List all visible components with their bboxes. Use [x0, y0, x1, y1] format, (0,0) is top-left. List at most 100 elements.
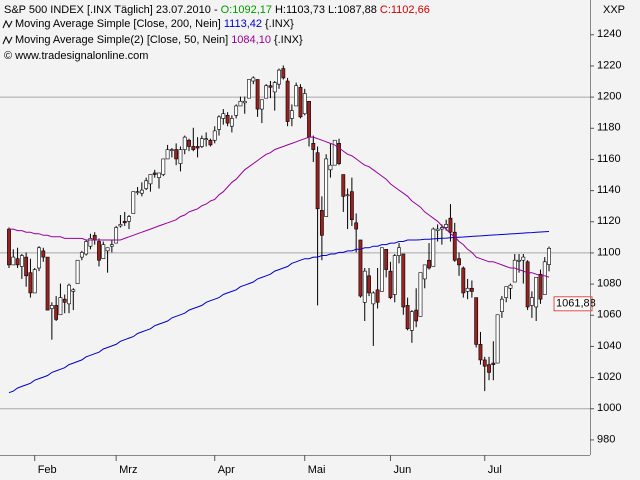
candle-body	[499, 298, 504, 312]
candle-body	[302, 93, 307, 115]
candle-body	[191, 146, 196, 150]
candle-body	[341, 174, 346, 197]
candle-body	[255, 79, 260, 110]
copyright: © www.tradesignalonline.com	[4, 50, 148, 62]
candle-body	[174, 149, 179, 160]
candle-body	[315, 152, 320, 210]
y-tick-label: 1020	[597, 371, 621, 383]
candle-body	[41, 250, 46, 258]
candle-body	[178, 149, 183, 164]
candle-body	[495, 314, 500, 364]
symbol-label: XXP	[603, 4, 625, 16]
candle-body	[285, 80, 290, 122]
candle-body	[208, 139, 213, 146]
y-tick-label: 1100	[597, 246, 621, 258]
candle-body	[7, 228, 11, 266]
candle-body	[358, 239, 363, 297]
candle-body	[277, 69, 281, 85]
candle-body	[187, 139, 191, 147]
candle-body	[525, 261, 530, 308]
y-tick-label: 1240	[597, 28, 621, 40]
candle-body	[144, 180, 149, 189]
candle-body	[534, 277, 539, 308]
candle-body	[127, 216, 131, 222]
candle-body	[521, 256, 526, 261]
legend-source: {.INX}	[265, 18, 294, 30]
candle-body	[311, 143, 316, 150]
candle-body	[405, 305, 410, 330]
x-tick-label: Apr	[218, 464, 235, 476]
y-tick-label: 1040	[597, 340, 621, 352]
candle-body	[307, 100, 311, 138]
candle-body	[157, 172, 161, 178]
candle-body	[542, 261, 547, 295]
candle-body	[88, 238, 93, 247]
candle-body	[452, 231, 457, 261]
candle-body	[97, 241, 101, 261]
candle-body	[482, 359, 487, 367]
candle-body	[165, 149, 170, 160]
candle-body	[24, 256, 29, 277]
candle-body	[79, 252, 84, 258]
candle-body	[401, 253, 406, 308]
legend-entry: Moving Average Simple(2) [Close, 50, Nei…	[15, 34, 303, 46]
candle-body	[152, 172, 157, 175]
close-label: C:1102,66	[380, 4, 430, 16]
candle-body	[139, 189, 144, 194]
x-tick-label: Jul	[488, 464, 502, 476]
candle-body	[268, 85, 273, 88]
candle-body	[324, 158, 329, 217]
candle-body	[379, 247, 384, 292]
candle-body	[37, 247, 41, 269]
candle-body	[354, 222, 359, 230]
candle-body	[204, 138, 209, 140]
y-tick-label: 1000	[597, 402, 621, 414]
x-tick-label: Jun	[393, 464, 411, 476]
legend-icon	[2, 19, 13, 29]
candle-body	[49, 305, 54, 309]
candle-body	[135, 191, 140, 193]
legend-entry: Moving Average Simple [Close, 200, Nein]…	[15, 18, 294, 30]
moving-average-line	[9, 136, 550, 278]
candle-body	[508, 284, 513, 289]
candle-body	[229, 118, 234, 127]
y-tick-label: 1200	[597, 91, 621, 103]
candle-body	[439, 227, 444, 230]
candle-body	[242, 100, 247, 104]
candle-body	[54, 305, 59, 320]
legend-value: 1113,42	[224, 18, 262, 30]
header-title: S&P 500 INDEX [.INX Täglich] 23.07.2010 …	[4, 4, 218, 16]
candle-body	[71, 289, 76, 292]
candle-body	[538, 273, 543, 300]
candle-body	[114, 227, 119, 244]
x-tick-label: Feb	[38, 464, 57, 476]
candle-body	[474, 297, 479, 345]
value-label-box	[553, 296, 593, 312]
candle-body	[465, 287, 470, 292]
high-label: H:1103,73	[275, 4, 325, 16]
candle-body	[427, 259, 431, 269]
candle-body	[199, 138, 204, 147]
candle-body	[251, 77, 256, 82]
candle-body	[281, 68, 286, 79]
candle-body	[414, 309, 419, 322]
legend-value: 1084,10	[231, 34, 271, 46]
candle-body	[58, 297, 63, 316]
legend: S&P 500 INDEX [.INX Täglich] 23.07.2010 …	[2, 4, 430, 62]
candle-body	[161, 158, 166, 175]
open-label: O:1092,17	[221, 4, 272, 16]
candle-body	[15, 258, 20, 266]
legend-name: Moving Average Simple(2) [Close, 50, Nei…	[15, 34, 228, 46]
candle-body	[371, 292, 376, 305]
candle-body	[221, 113, 226, 119]
y-tick-label: 1220	[597, 59, 621, 71]
candle-body	[478, 344, 483, 361]
y-tick-label: 980	[597, 433, 615, 445]
candle-body	[435, 228, 440, 231]
candle-body	[148, 174, 153, 185]
header-line: S&P 500 INDEX [.INX Täglich] 23.07.2010 …	[4, 4, 430, 16]
candle-body	[367, 275, 371, 294]
candle-body	[332, 139, 337, 166]
candle-body	[67, 284, 71, 305]
